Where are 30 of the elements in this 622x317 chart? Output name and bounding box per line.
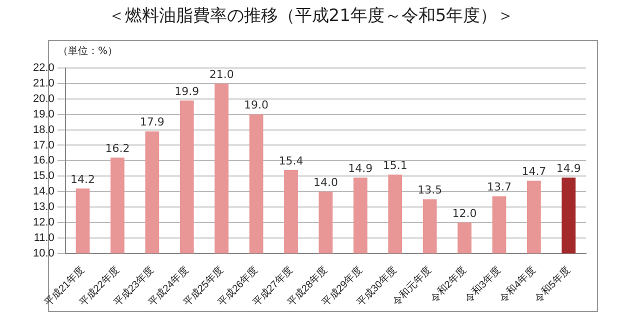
y-tick-label: 13.0: [32, 201, 54, 214]
y-axis-title: （単位：%）: [58, 45, 118, 58]
y-tick-label: 22.0: [32, 62, 54, 74]
data-label: 15.1: [382, 158, 408, 172]
y-tick-label: 14.0: [32, 186, 54, 198]
data-label: 12.0: [452, 206, 477, 220]
data-label: 17.9: [140, 116, 164, 129]
data-label: 21.0: [209, 68, 234, 81]
data-label: 14.0: [313, 176, 338, 189]
data-label: 19.9: [174, 84, 200, 98]
data-label: 13.7: [486, 180, 512, 194]
y-tick-label: 11.0: [34, 232, 54, 244]
data-label: 14.9: [556, 162, 581, 176]
y-tick-label: 12.0: [32, 216, 54, 228]
y-tick-label: 15.0: [32, 170, 54, 182]
y-tick-label: 17.0: [32, 139, 54, 152]
y-tick-label: 10.0: [32, 247, 54, 260]
y-tick-label: 16.0: [32, 154, 54, 167]
data-label: 15.4: [278, 154, 304, 168]
y-tick-label: 21.0: [32, 77, 54, 90]
data-label: 14.7: [522, 165, 546, 178]
data-label: 13.5: [418, 184, 442, 197]
chart-title: ＜燃料油脂費率の推移（平成21年度～令和5年度）＞: [106, 5, 516, 27]
data-label: 16.2: [105, 142, 130, 155]
data-label: 19.0: [244, 98, 269, 112]
data-label: 14.9: [348, 162, 373, 176]
y-tick-label: 18.0: [32, 124, 54, 136]
y-tick-label: 20.0: [32, 92, 54, 105]
y-tick-label: 19.0: [32, 108, 54, 120]
data-label: 14.2: [70, 172, 96, 186]
